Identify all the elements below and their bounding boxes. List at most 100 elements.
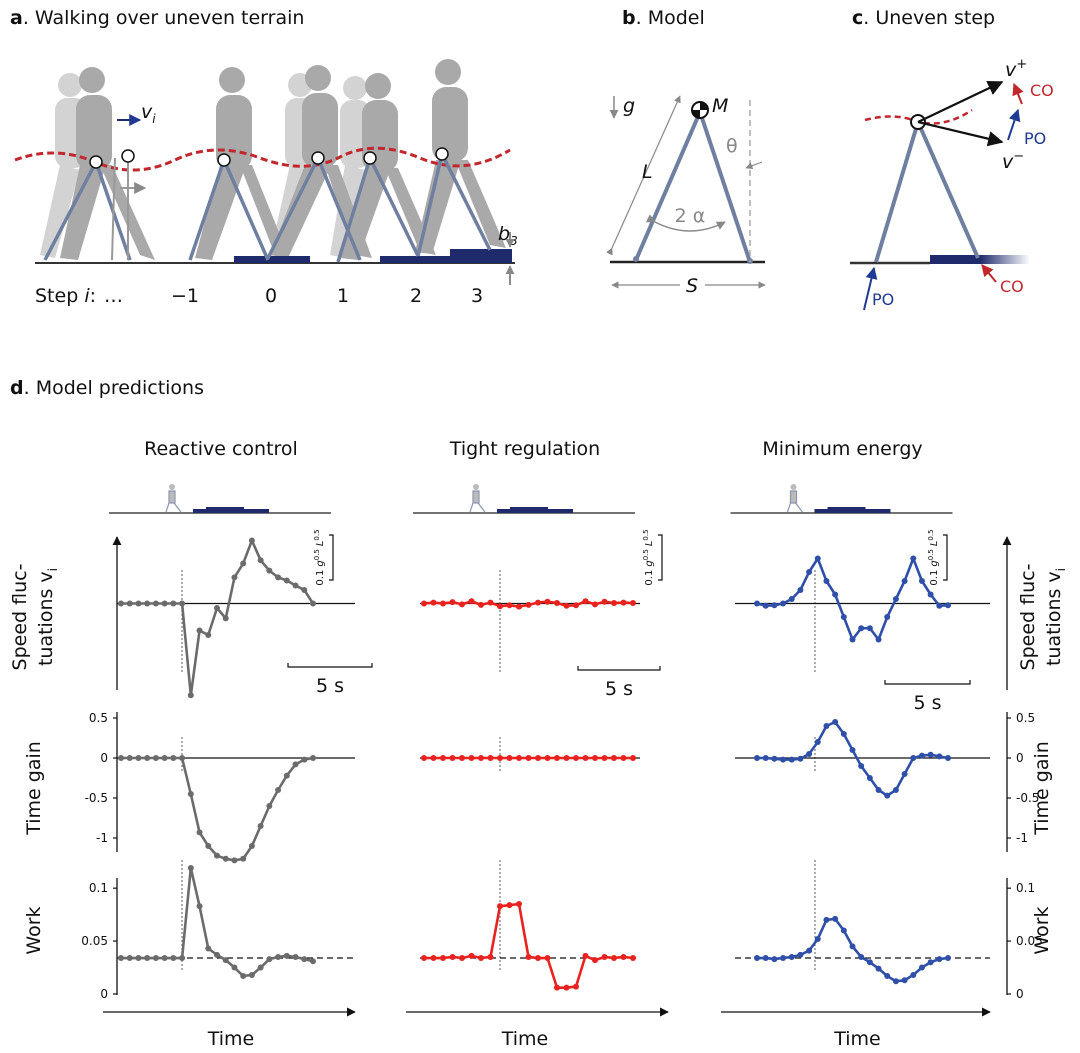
data-point [945,602,951,609]
data-point [840,614,847,620]
scale-value: 0.1 [929,570,940,586]
data-point [487,953,494,960]
data-point [788,596,795,602]
velocity-arrow [917,81,1004,123]
series-line [121,539,315,697]
data-point [248,971,255,978]
data-point [187,791,194,797]
data-point [620,953,627,960]
data-point [205,632,212,638]
data-point [918,578,925,584]
y-tick-label: -0.5 [85,791,108,805]
series-line [756,557,949,641]
data-point [797,755,804,762]
data-point [214,951,220,958]
data-point [487,599,494,606]
y-axis-label-text: Speed fluc- [9,564,31,671]
scale-value: 0.1 [315,570,326,586]
data-point [858,763,865,769]
data-point [945,955,951,962]
scale-unit-exp: 0.5 [927,529,935,540]
data-point [430,599,437,606]
data-point [592,601,598,608]
data-point [544,755,551,761]
length-arrow [606,95,681,256]
data-point [823,723,830,729]
scale-unit-exp: 0.5 [927,549,935,560]
data-point [563,755,570,761]
data-point [257,964,264,971]
data-point [240,973,247,980]
scale-bar [329,534,334,581]
data-point [892,978,899,985]
icon-walker [786,490,803,513]
data-point [214,605,220,611]
data-point [788,756,795,763]
data-point [858,625,865,632]
data-point [440,955,446,962]
step-number: 1 [337,285,349,307]
data-point [525,755,532,761]
x-axis-label: Time [501,1028,549,1050]
po-label: PO [1024,129,1046,148]
y-tick-label: 0.5 [89,711,108,725]
data-point [771,602,778,609]
panel-title: c. Uneven step [852,7,995,29]
y-tick-label: -1 [1016,831,1028,845]
data-point [135,755,142,761]
data-point [152,955,159,962]
data-point [459,955,465,962]
data-point [275,787,282,793]
data-point [478,755,484,761]
data-point [806,947,813,954]
series-line [424,902,634,989]
data-point [535,955,541,962]
data-point [814,935,821,942]
data-point [754,955,760,962]
data-point [430,755,437,761]
icon-walker [790,484,797,490]
data-point [506,602,513,609]
y-axis-label-text: tuations v [35,571,57,666]
data-point [449,953,456,960]
data-point [780,600,787,607]
time-bar [577,666,661,671]
panel-a: a. Walking over uneven terrain vi b3 Ste… [10,7,518,307]
data-point [806,569,813,575]
time-bar [884,680,971,685]
icon-walker [165,490,182,513]
data-point [478,601,484,608]
data-point [478,955,484,962]
data-point [910,971,917,978]
data-point [170,955,177,962]
data-point [544,955,551,962]
icon-block [510,507,548,513]
icon-block [206,507,244,513]
data-point [797,587,804,593]
step-number: 3 [471,285,483,307]
v-minus: v− [1002,149,1024,173]
data-point [179,755,186,761]
data-point [771,755,778,762]
data-point [582,952,589,959]
data-point [283,772,290,779]
com-markers [89,147,449,169]
data-point [840,731,847,737]
data-point [459,755,465,761]
data-point [152,600,159,607]
data-point [292,582,299,589]
y-axis-label: tuations vi [35,568,60,666]
data-point [497,755,503,761]
icon-block [548,509,573,513]
data-point [126,755,133,761]
length-label: L [642,161,653,183]
y-tick-label: -1 [96,831,108,845]
data-point [144,600,151,607]
data-point [601,953,608,960]
data-point [240,560,247,567]
co-label: CO [1030,81,1054,100]
co-arrow [981,264,997,283]
data-point [554,600,560,607]
data-point [936,956,943,963]
